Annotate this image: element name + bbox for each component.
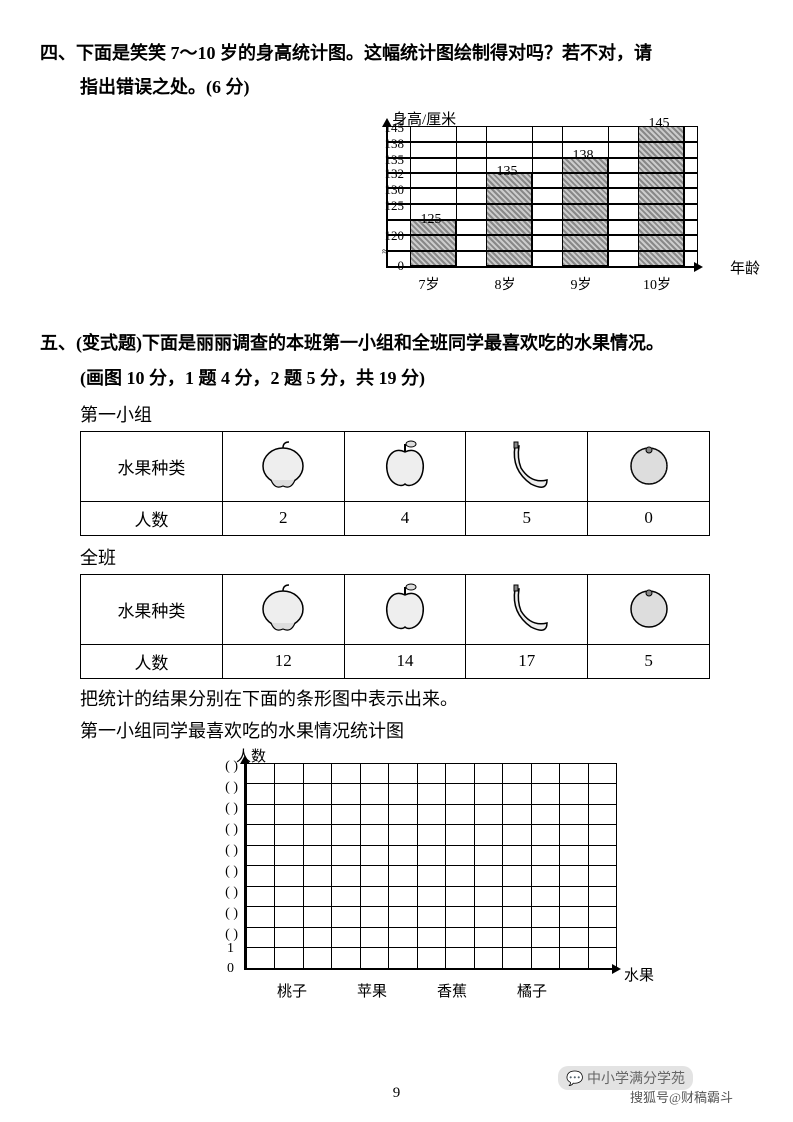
height-chart: 身高/厘米 [340,112,720,302]
q5-line2: (画图 10 分，1 题 4 分，2 题 5 分，共 19 分) [40,361,753,395]
ytick: 0 [374,258,404,274]
c2-ytick-blank: ( ) [180,885,238,901]
c2-ytick-blank: ( ) [180,780,238,796]
blank-chart: 人数 水果 ( ) ( ) ( ) ( ) ( ) ( ) ( ) ( ) ( … [180,747,640,1007]
xtick: 9岁 [556,274,606,294]
class-table: 水果种类 人数 12 14 17 5 [80,574,710,679]
cell: 12 [222,644,344,678]
c2-ytick-blank: ( ) [180,801,238,817]
c2-x-arrow-icon [612,964,621,974]
orange-icon [588,431,710,501]
x-axis-label: 年龄 [730,257,760,278]
q4-line1: 四、下面是笑笑 7～10 岁的身高统计图。这幅统计图绘制得对吗？若不对，请 [40,43,652,63]
c2-xtick: 橘子 [502,980,562,1001]
xtick: 8岁 [480,274,530,294]
chart2-plot [244,763,616,970]
watermark: 搜狐号@财稿霸斗 [630,1087,733,1106]
c2-ytick-blank: ( ) [180,843,238,859]
cell: 2 [222,501,344,535]
ytick: 120 [374,228,404,244]
c2-ytick: 0 [180,961,238,977]
group1-table: 水果种类 人数 2 4 5 0 [80,431,710,536]
cell: 5 [588,644,710,678]
c2-ytick-blank: ( ) [180,864,238,880]
row-header: 水果种类 [81,431,223,501]
row-header: 人数 [81,501,223,535]
c2-ytick: 1 [180,941,238,957]
bar-label-10: 145 [636,116,682,132]
banana-icon [466,574,588,644]
bar-label-8: 135 [484,164,530,180]
q5-line1: 五、(变式题)下面是丽丽调查的本班第一小组和全班同学最喜欢吃的水果情况。 [40,333,664,353]
ytick: 125 [374,198,404,214]
ytick: 138 [374,136,404,152]
bar-label-7: 125 [408,212,454,228]
group1-label: 第一小组 [80,401,753,427]
ytick: 132 [374,166,404,182]
chart1-plot [386,126,698,268]
c2-xtick: 香蕉 [422,980,482,1001]
q4-line2: 指出错误之处。(6 分) [40,70,753,104]
c2-ytick-blank: ( ) [180,822,238,838]
c2-xtick: 桃子 [262,980,322,1001]
apple-icon [344,574,466,644]
cell: 17 [466,644,588,678]
c2-xlabel: 水果 [624,964,654,985]
cell: 0 [588,501,710,535]
row-header: 水果种类 [81,574,223,644]
instruction: 把统计的结果分别在下面的条形图中表示出来。 [80,685,753,711]
cell: 4 [344,501,466,535]
c2-xtick: 苹果 [342,980,402,1001]
xtick: 10岁 [632,274,682,294]
bar-label-9: 138 [560,148,606,164]
cell: 14 [344,644,466,678]
xtick: 7岁 [404,274,454,294]
q4-title: 四、下面是笑笑 7～10 岁的身高统计图。这幅统计图绘制得对吗？若不对，请 指出… [40,36,753,104]
apple-icon [344,431,466,501]
class-label: 全班 [80,544,753,570]
ytick: 130 [374,182,404,198]
ytick: 145 [374,120,404,136]
banana-icon [466,431,588,501]
chart2-title: 第一小组同学最喜欢吃的水果情况统计图 [80,717,753,743]
q5-title: 五、(变式题)下面是丽丽调查的本班第一小组和全班同学最喜欢吃的水果情况。 (画图… [40,326,753,394]
c2-ytick-blank: ( ) [180,906,238,922]
c2-ytick-blank: ( ) [180,759,238,775]
row-header: 人数 [81,644,223,678]
x-arrow-icon [694,262,703,272]
cell: 5 [466,501,588,535]
peach-icon [222,574,344,644]
peach-icon [222,431,344,501]
orange-icon [588,574,710,644]
